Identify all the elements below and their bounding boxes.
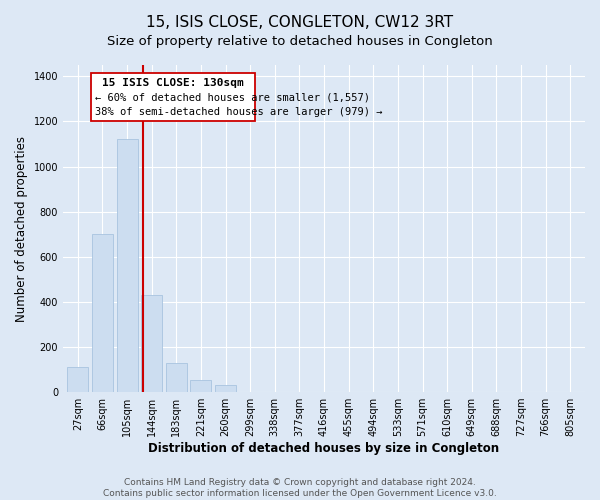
Text: 38% of semi-detached houses are larger (979) →: 38% of semi-detached houses are larger (… (95, 106, 383, 117)
Bar (116, 140, 137, 392)
Y-axis label: Number of detached properties: Number of detached properties (15, 136, 28, 322)
Text: Contains HM Land Registry data © Crown copyright and database right 2024.
Contai: Contains HM Land Registry data © Crown c… (103, 478, 497, 498)
Bar (166, 363, 187, 392)
X-axis label: Distribution of detached houses by size in Congleton: Distribution of detached houses by size … (148, 442, 500, 455)
Text: ← 60% of detached houses are smaller (1,557): ← 60% of detached houses are smaller (1,… (95, 92, 370, 102)
Bar (215, 386, 236, 392)
Bar (141, 295, 162, 392)
FancyBboxPatch shape (91, 73, 255, 122)
Bar (92, 234, 113, 392)
Bar (67, 368, 88, 392)
Text: 15, ISIS CLOSE, CONGLETON, CW12 3RT: 15, ISIS CLOSE, CONGLETON, CW12 3RT (146, 15, 454, 30)
Bar (190, 380, 211, 392)
Text: Size of property relative to detached houses in Congleton: Size of property relative to detached ho… (107, 35, 493, 48)
Text: 15 ISIS CLOSE: 130sqm: 15 ISIS CLOSE: 130sqm (103, 78, 244, 88)
